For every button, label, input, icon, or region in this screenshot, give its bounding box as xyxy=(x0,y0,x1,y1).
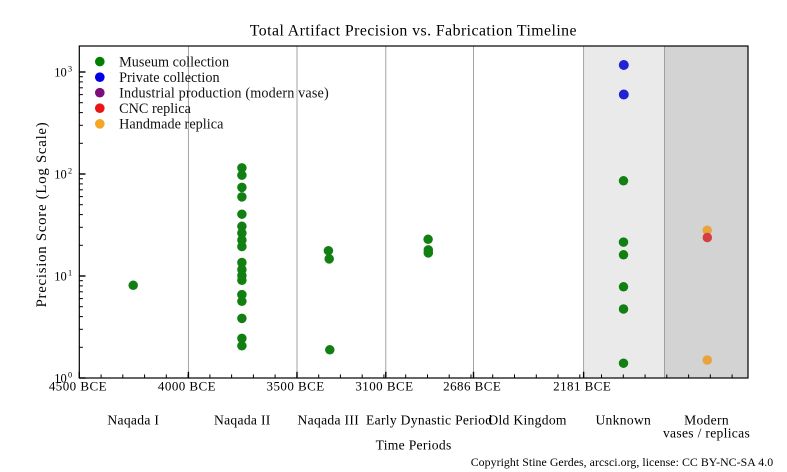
svg-text:Industrial production (modern: Industrial production (modern vase) xyxy=(119,85,329,101)
svg-text:2686 BCE: 2686 BCE xyxy=(443,379,501,394)
svg-text:3: 3 xyxy=(68,65,72,74)
svg-text:3100 BCE: 3100 BCE xyxy=(355,379,413,394)
svg-text:3500 BCE: 3500 BCE xyxy=(267,379,325,394)
svg-text:Naqada III: Naqada III xyxy=(298,413,360,428)
svg-text:Total Artifact Precision vs. F: Total Artifact Precision vs. Fabrication… xyxy=(250,23,577,40)
svg-text:vases / replicas: vases / replicas xyxy=(663,426,750,441)
svg-text:0: 0 xyxy=(68,371,72,380)
svg-text:Handmade replica: Handmade replica xyxy=(119,117,224,133)
svg-text:Precision Score (Log Scale): Precision Score (Log Scale) xyxy=(34,122,50,308)
svg-text:2: 2 xyxy=(68,167,72,176)
svg-text:CNC replica: CNC replica xyxy=(119,101,192,117)
svg-text:1: 1 xyxy=(68,269,72,278)
svg-text:Copyright Stine Gerdes, arcsci: Copyright Stine Gerdes, arcsci.org, lice… xyxy=(471,455,773,469)
svg-text:Modern: Modern xyxy=(684,413,729,428)
svg-text:10: 10 xyxy=(54,66,67,80)
svg-text:4000 BCE: 4000 BCE xyxy=(158,379,216,394)
svg-text:Private collection: Private collection xyxy=(119,70,220,86)
svg-text:10: 10 xyxy=(54,168,67,182)
svg-text:Naqada I: Naqada I xyxy=(107,413,159,428)
svg-text:2181 BCE: 2181 BCE xyxy=(553,379,611,394)
svg-text:Unknown: Unknown xyxy=(595,413,651,428)
svg-text:Old Kingdom: Old Kingdom xyxy=(488,413,567,428)
svg-text:10: 10 xyxy=(54,270,67,284)
svg-text:4500 BCE: 4500 BCE xyxy=(49,379,107,394)
svg-text:10: 10 xyxy=(54,372,67,386)
svg-text:Time Periods: Time Periods xyxy=(376,437,452,452)
svg-text:Museum collection: Museum collection xyxy=(119,54,229,70)
svg-text:Naqada II: Naqada II xyxy=(214,413,271,428)
svg-text:Early Dynastic Period: Early Dynastic Period xyxy=(366,413,492,428)
